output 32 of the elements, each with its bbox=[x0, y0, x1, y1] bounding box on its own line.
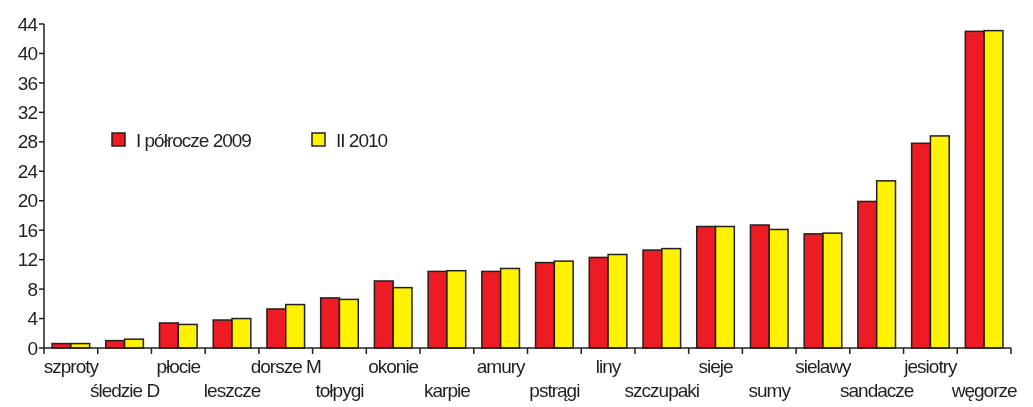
y-tick-label: 40 bbox=[17, 43, 38, 65]
y-tick-label: 20 bbox=[17, 190, 38, 212]
y-tick-label: 0 bbox=[27, 337, 38, 359]
x-tick-label: karpie bbox=[424, 380, 471, 401]
x-tick-label: płocie bbox=[156, 356, 201, 377]
y-tick-label: 12 bbox=[17, 249, 38, 271]
y-tick-label: 28 bbox=[17, 131, 38, 153]
x-tick-label: jesiotry bbox=[903, 356, 959, 377]
y-tick-label: 32 bbox=[17, 102, 38, 124]
x-tick-label: sumy bbox=[748, 380, 792, 401]
x-tick-label: liny bbox=[595, 356, 622, 377]
y-tick-label: 8 bbox=[27, 278, 38, 300]
y-tick-label: 44 bbox=[17, 13, 39, 35]
x-tick-label: szczupaki bbox=[624, 380, 700, 401]
legend-label: II 2010 bbox=[336, 129, 388, 151]
x-tick-label: sandacze bbox=[840, 380, 914, 401]
x-tick-label: węgorze bbox=[950, 380, 1017, 401]
x-tick-label: dorsze M bbox=[250, 356, 321, 377]
x-tick-label: sielawy bbox=[795, 356, 853, 377]
y-tick-label: 4 bbox=[27, 308, 39, 330]
y-tick-label: 36 bbox=[17, 72, 38, 94]
x-tick-label: okonie bbox=[368, 356, 419, 377]
legend-label: I półrocze 2009 bbox=[136, 129, 252, 151]
y-tick-label: 24 bbox=[17, 160, 39, 182]
x-tick-label: szproty bbox=[43, 356, 100, 377]
x-tick-label: tołpygi bbox=[315, 380, 364, 401]
x-tick-label: śledzie D bbox=[90, 380, 160, 401]
x-tick-label: pstrągi bbox=[529, 380, 580, 401]
x-tick-label: amury bbox=[476, 356, 527, 377]
x-tick-label: sieje bbox=[698, 356, 733, 377]
y-tick-label: 16 bbox=[17, 219, 38, 241]
x-tick-label: leszcze bbox=[203, 380, 261, 401]
